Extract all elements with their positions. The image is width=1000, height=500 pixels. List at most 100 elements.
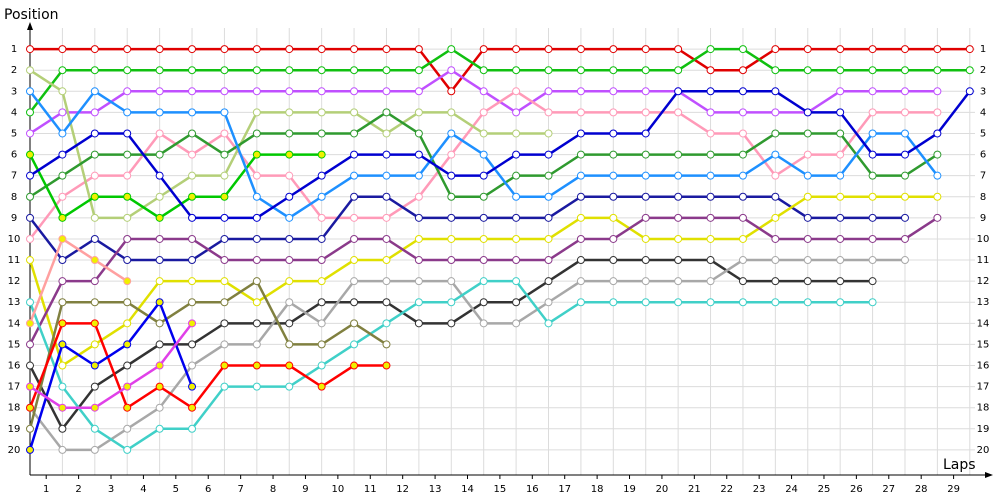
- data-point: [836, 256, 845, 265]
- data-point: [155, 319, 164, 328]
- data-point: [706, 213, 715, 222]
- data-point: [317, 171, 326, 180]
- data-point: [220, 66, 229, 75]
- data-point: [155, 277, 164, 286]
- data-point: [868, 150, 877, 159]
- data-point: [414, 171, 423, 180]
- data-point: [544, 234, 553, 243]
- series-line: [28, 322, 387, 410]
- data-point: [220, 108, 229, 117]
- data-point: [285, 45, 294, 54]
- data-point: [836, 213, 845, 222]
- data-point: [123, 66, 132, 75]
- y-tick-label-right: 4: [980, 107, 986, 118]
- data-point: [90, 256, 99, 265]
- data-point: [576, 87, 585, 96]
- data-point: [512, 87, 521, 96]
- data-point: [479, 108, 488, 117]
- data-point: [252, 129, 261, 138]
- data-point: [123, 445, 132, 454]
- data-point: [90, 150, 99, 159]
- data-point: [803, 171, 812, 180]
- data-point: [641, 171, 650, 180]
- x-tick-label: 3: [108, 484, 114, 495]
- x-axis-label: Laps: [943, 457, 976, 473]
- y-tick-label: 6: [11, 150, 17, 161]
- data-point: [706, 171, 715, 180]
- series-line: [28, 299, 194, 451]
- data-point: [26, 171, 34, 180]
- data-point: [447, 277, 456, 286]
- data-point: [123, 108, 132, 117]
- data-point: [479, 256, 488, 265]
- data-point: [26, 108, 34, 117]
- data-point: [900, 150, 909, 159]
- data-point: [771, 45, 780, 54]
- data-point: [576, 277, 585, 286]
- data-point: [155, 361, 164, 370]
- data-point: [674, 171, 683, 180]
- data-point: [252, 361, 261, 370]
- x-tick-label: 24: [785, 484, 798, 495]
- data-point: [544, 150, 553, 159]
- data-point: [414, 129, 423, 138]
- data-point: [350, 129, 359, 138]
- data-point: [674, 234, 683, 243]
- data-point: [220, 192, 229, 201]
- data-point: [576, 45, 585, 54]
- x-tick-label: 15: [494, 484, 507, 495]
- x-tick-label: 5: [173, 484, 179, 495]
- y-tick-label-right: 2: [980, 65, 986, 76]
- data-point: [609, 108, 618, 117]
- data-point: [447, 87, 456, 96]
- data-point: [188, 234, 197, 243]
- y-tick-label: 2: [11, 65, 17, 76]
- data-point: [738, 234, 747, 243]
- data-point: [123, 256, 132, 265]
- data-point: [414, 277, 423, 286]
- data-point: [90, 87, 99, 96]
- data-point: [123, 298, 132, 307]
- data-point: [544, 66, 553, 75]
- data-point: [220, 129, 229, 138]
- y-tick-label: 3: [11, 86, 17, 97]
- data-point: [220, 319, 229, 328]
- x-tick-label: 28: [915, 484, 928, 495]
- data-point: [544, 277, 553, 286]
- data-point: [317, 45, 326, 54]
- data-point: [771, 87, 780, 96]
- data-point: [803, 234, 812, 243]
- data-point: [350, 298, 359, 307]
- data-point: [674, 298, 683, 307]
- data-point: [350, 108, 359, 117]
- data-point: [544, 298, 553, 307]
- data-point: [155, 298, 164, 307]
- data-point: [771, 171, 780, 180]
- data-point: [382, 256, 391, 265]
- x-tick-label: 23: [753, 484, 766, 495]
- y-tick-label: 20: [8, 445, 21, 456]
- data-point: [836, 171, 845, 180]
- data-point: [836, 192, 845, 201]
- data-point: [836, 234, 845, 243]
- data-point: [350, 171, 359, 180]
- data-point: [836, 87, 845, 96]
- data-point: [58, 213, 67, 222]
- data-point: [220, 382, 229, 391]
- data-point: [252, 192, 261, 201]
- data-point: [738, 192, 747, 201]
- data-point: [188, 45, 197, 54]
- data-point: [26, 256, 34, 265]
- data-point: [155, 150, 164, 159]
- data-point: [188, 87, 197, 96]
- data-point: [868, 66, 877, 75]
- y-tick-label: 11: [8, 255, 21, 266]
- y-tick-label: 12: [8, 276, 21, 287]
- data-point: [252, 66, 261, 75]
- data-point: [479, 150, 488, 159]
- data-point: [220, 256, 229, 265]
- x-tick-label: 25: [818, 484, 831, 495]
- y-tick-label-right: 20: [977, 445, 990, 456]
- y-tick-label-right: 16: [977, 361, 990, 372]
- data-point: [317, 382, 326, 391]
